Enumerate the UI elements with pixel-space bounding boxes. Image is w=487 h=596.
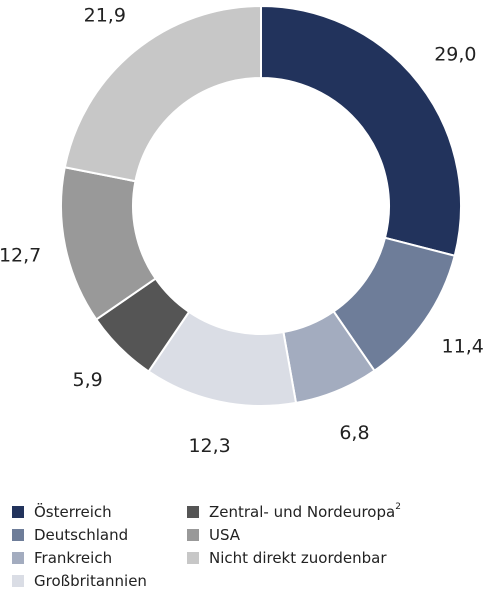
- legend-text: Frankreich: [34, 549, 112, 567]
- legend-text: Großbritannien: [34, 572, 147, 590]
- value-label: 29,0: [434, 44, 476, 66]
- legend-swatch: [187, 529, 199, 541]
- legend-label: Großbritannien: [34, 572, 147, 590]
- legend-footnote: 2: [395, 502, 401, 512]
- value-label: 11,4: [442, 335, 484, 357]
- legend-label: Zentral- und Nordeuropa2: [209, 502, 401, 521]
- legend-swatch: [187, 552, 199, 564]
- legend-label: Nicht direkt zuordenbar: [209, 549, 387, 567]
- value-label: 6,8: [339, 422, 369, 444]
- legend-swatch: [12, 529, 24, 541]
- legend-text: Nicht direkt zuordenbar: [209, 549, 387, 567]
- legend-text: Deutschland: [34, 526, 128, 544]
- pie-segment: [63, 4, 262, 183]
- legend-swatch: [12, 575, 24, 587]
- legend-label: Deutschland: [34, 526, 128, 544]
- value-label: 5,9: [72, 369, 102, 391]
- legend-label: Österreich: [34, 502, 112, 521]
- value-label: 12,3: [188, 435, 230, 457]
- legend-swatch: [12, 506, 24, 518]
- value-label: 12,7: [0, 244, 41, 266]
- legend-label: USA: [209, 526, 241, 544]
- legend-text: USA: [209, 526, 241, 544]
- legend-label: Frankreich: [34, 549, 112, 567]
- legend-text: Österreich: [34, 502, 112, 521]
- value-label: 21,9: [84, 4, 126, 26]
- legend-swatch: [12, 552, 24, 564]
- pie-segment: [260, 4, 462, 257]
- legend-swatch: [187, 506, 199, 518]
- legend-text: Zentral- und Nordeuropa: [209, 503, 395, 521]
